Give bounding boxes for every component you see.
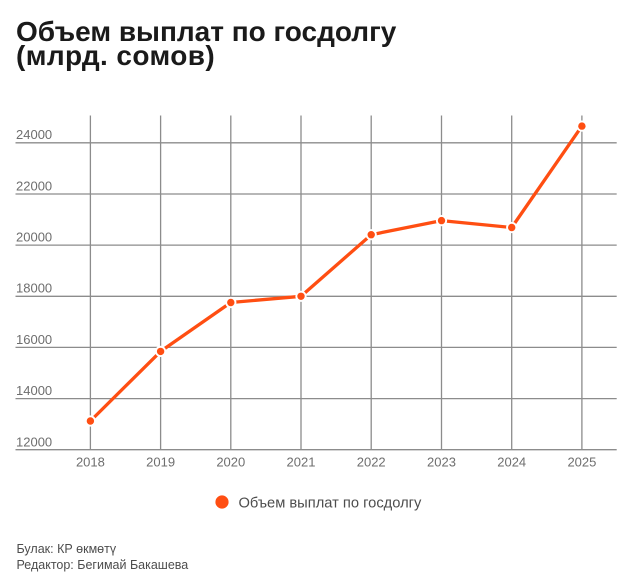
- svg-text:2024: 2024: [497, 454, 526, 469]
- svg-text:14000: 14000: [16, 383, 52, 398]
- svg-text:Булак: КР өкмөтү: Булак: КР өкмөтү: [17, 542, 117, 556]
- svg-text:18000: 18000: [16, 281, 52, 296]
- svg-text:2021: 2021: [287, 454, 316, 469]
- svg-text:2018: 2018: [76, 454, 105, 469]
- svg-text:22000: 22000: [16, 178, 52, 193]
- svg-text:2025: 2025: [567, 454, 596, 469]
- svg-text:24000: 24000: [16, 127, 52, 142]
- svg-text:2022: 2022: [357, 454, 386, 469]
- svg-text:Объем выплат по госдолгу: Объем выплат по госдолгу: [239, 496, 423, 512]
- svg-text:2020: 2020: [216, 454, 245, 469]
- svg-text:(млрд. сомов): (млрд. сомов): [16, 40, 215, 71]
- svg-text:12000: 12000: [16, 434, 52, 449]
- svg-text:Редактор: Бегимай Бакашева: Редактор: Бегимай Бакашева: [17, 558, 189, 572]
- svg-text:16000: 16000: [16, 332, 52, 347]
- svg-text:2023: 2023: [427, 454, 456, 469]
- svg-text:Объем выплат по госдолгу: Объем выплат по госдолгу: [16, 16, 397, 47]
- svg-text:20000: 20000: [16, 230, 52, 245]
- svg-text:2019: 2019: [146, 454, 175, 469]
